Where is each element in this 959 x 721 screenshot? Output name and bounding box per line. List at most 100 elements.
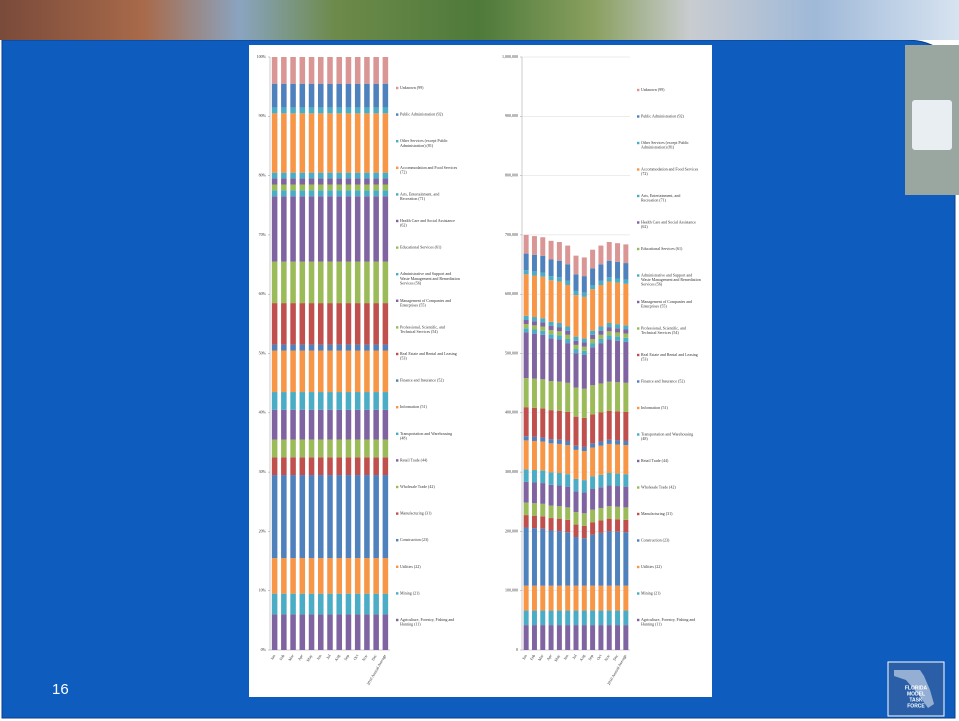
- bar-segment: [318, 83, 324, 108]
- bar-segment: [271, 107, 278, 114]
- bar-segment: [345, 475, 352, 559]
- bar-segment: [606, 322, 612, 328]
- bar-segment: [308, 409, 315, 440]
- bar-segment: [308, 113, 315, 173]
- bar-segment: [581, 446, 587, 452]
- bar-segment: [531, 528, 537, 586]
- bar-segment: [382, 350, 389, 393]
- bar-segment: [336, 261, 342, 304]
- bar-segment: [615, 506, 621, 520]
- bar-segment: [615, 473, 621, 487]
- bar-segment: [573, 512, 579, 525]
- bar-segment: [581, 538, 587, 586]
- bar-segment: [336, 344, 342, 351]
- bar-segment: [590, 625, 596, 650]
- bar-segment: [623, 337, 629, 342]
- bar-segment: [373, 439, 379, 458]
- bar-segment: [548, 321, 554, 326]
- chart-panel: [249, 45, 712, 697]
- bar-segment: [565, 519, 571, 533]
- bar-segment: [523, 332, 529, 379]
- bar-segment: [318, 350, 324, 393]
- bar-segment: [299, 190, 306, 197]
- bar-segment: [308, 558, 315, 594]
- bar-segment: [308, 196, 315, 262]
- bar-segment: [318, 190, 324, 197]
- bar-segment: [281, 83, 287, 108]
- y-tick-label: 40%: [259, 410, 267, 415]
- bar-segment: [327, 303, 333, 345]
- x-tick-label: Jan: [269, 653, 276, 660]
- x-tick-label: Aug: [333, 653, 341, 661]
- bar-segment: [354, 107, 361, 114]
- x-tick-label: Sep: [343, 653, 350, 661]
- bar-segment: [615, 336, 621, 341]
- logo-text: MODEL: [907, 691, 925, 697]
- legend-marker: [396, 539, 399, 542]
- bar-segment: [336, 57, 342, 84]
- legend-marker: [637, 274, 640, 277]
- bar-segment: [382, 593, 389, 615]
- bar-segment: [318, 184, 324, 191]
- bar-segment: [364, 350, 370, 393]
- bar-segment: [590, 489, 596, 510]
- bar-segment: [623, 507, 629, 520]
- legend-label: Unknown (99): [641, 87, 665, 92]
- bar-segment: [318, 172, 324, 179]
- bar-segment: [281, 350, 287, 393]
- bar-segment: [318, 392, 324, 410]
- legend-label: Professional, Scientific, and Technical …: [400, 324, 446, 334]
- x-tick-label: Apr: [297, 653, 305, 661]
- bar-segment: [565, 445, 571, 475]
- bar-segment: [531, 503, 537, 516]
- bar-segment: [318, 558, 324, 594]
- bar-segment: [590, 338, 596, 344]
- bar-segment: [345, 593, 352, 615]
- bar-segment: [345, 558, 352, 594]
- bar-segment: [573, 478, 579, 492]
- bar-segment: [364, 303, 370, 345]
- bar-segment: [598, 338, 604, 344]
- y-tick-label: 500,000: [505, 350, 518, 356]
- bar-segment: [606, 625, 612, 650]
- photo-bus-body: [912, 100, 952, 150]
- legend-label: Mining (21): [641, 590, 661, 595]
- legend-label: Construction (23): [641, 537, 670, 542]
- bar-segment: [281, 457, 287, 476]
- bar-segment: [606, 331, 612, 336]
- bar-segment: [271, 593, 278, 615]
- bar-segment: [318, 344, 324, 351]
- bar-segment: [623, 325, 629, 330]
- bar-segment: [531, 440, 537, 471]
- bar-segment: [327, 392, 333, 410]
- bar-segment: [308, 107, 315, 114]
- bar-segment: [531, 254, 537, 272]
- bar-segment: [345, 261, 352, 304]
- page-number: 16: [52, 681, 69, 698]
- bar-segment: [598, 610, 604, 626]
- bar-segment: [606, 443, 612, 473]
- bar-segment: [531, 333, 537, 379]
- bar-segment: [364, 113, 370, 173]
- bar-segment: [290, 107, 296, 114]
- legend-label: Administrative and Support and Waste Man…: [641, 272, 702, 286]
- bar-segment: [299, 439, 306, 458]
- bar-segment: [271, 178, 278, 185]
- bar-segment: [573, 625, 579, 650]
- bar-segment: [299, 184, 306, 191]
- bar-segment: [373, 184, 379, 191]
- y-tick-label: 30%: [259, 469, 267, 474]
- bar-segment: [290, 350, 296, 393]
- bar-segment: [573, 449, 579, 479]
- x-tick-label: Jun: [562, 653, 569, 660]
- bar-segment: [556, 410, 562, 440]
- bar-segment: [590, 610, 596, 626]
- bar-segment: [336, 184, 342, 191]
- bar-segment: [382, 475, 389, 559]
- bar-segment: [556, 339, 562, 382]
- bar-segment: [382, 196, 389, 262]
- bar-segment: [281, 113, 287, 173]
- bar-segment: [318, 593, 324, 615]
- bar-segment: [308, 457, 315, 476]
- bar-segment: [327, 172, 333, 179]
